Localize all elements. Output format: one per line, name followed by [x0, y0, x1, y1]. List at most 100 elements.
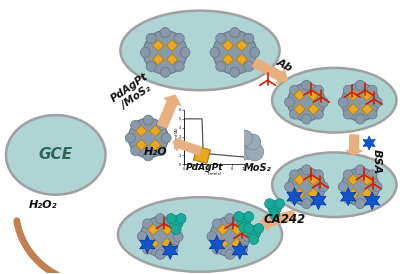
- Bar: [166, 54, 178, 65]
- Polygon shape: [340, 188, 356, 206]
- FancyArrow shape: [260, 210, 296, 230]
- Circle shape: [270, 210, 280, 219]
- Circle shape: [338, 97, 348, 107]
- Circle shape: [146, 33, 156, 43]
- Circle shape: [143, 115, 153, 125]
- Circle shape: [247, 226, 261, 239]
- Circle shape: [168, 219, 178, 229]
- Circle shape: [233, 136, 257, 160]
- Circle shape: [367, 109, 377, 119]
- Circle shape: [268, 201, 282, 215]
- Circle shape: [234, 212, 244, 222]
- Circle shape: [212, 219, 222, 229]
- Bar: [362, 104, 373, 115]
- Circle shape: [156, 146, 166, 156]
- FancyArrow shape: [252, 58, 288, 83]
- Bar: [348, 90, 359, 101]
- Bar: [294, 174, 305, 185]
- Bar: [222, 54, 234, 65]
- Circle shape: [372, 182, 382, 192]
- Circle shape: [275, 199, 284, 209]
- Bar: [236, 40, 248, 51]
- Bar: [194, 146, 210, 163]
- Bar: [148, 224, 159, 235]
- Circle shape: [131, 120, 140, 130]
- Circle shape: [314, 109, 323, 119]
- Circle shape: [244, 212, 254, 222]
- Text: Ab: Ab: [275, 57, 294, 74]
- Circle shape: [137, 232, 147, 241]
- Bar: [362, 90, 373, 101]
- Circle shape: [355, 80, 365, 90]
- Circle shape: [171, 225, 181, 235]
- FancyArrow shape: [346, 135, 362, 155]
- Circle shape: [355, 114, 365, 124]
- Circle shape: [246, 143, 264, 161]
- Polygon shape: [364, 192, 380, 210]
- Circle shape: [302, 114, 312, 124]
- Bar: [166, 40, 178, 51]
- Circle shape: [355, 199, 365, 209]
- Circle shape: [314, 194, 323, 204]
- Bar: [362, 188, 373, 199]
- Bar: [222, 40, 234, 51]
- Circle shape: [230, 28, 240, 38]
- Circle shape: [288, 168, 325, 206]
- Circle shape: [302, 80, 312, 90]
- Text: H₂O: H₂O: [144, 147, 167, 157]
- Circle shape: [143, 30, 187, 74]
- Bar: [136, 139, 147, 151]
- Circle shape: [174, 33, 184, 43]
- Circle shape: [216, 33, 226, 43]
- Circle shape: [160, 28, 170, 38]
- Circle shape: [245, 134, 261, 150]
- Circle shape: [343, 194, 353, 204]
- Bar: [294, 104, 305, 115]
- Circle shape: [290, 194, 300, 204]
- Circle shape: [244, 224, 254, 233]
- Text: H₂O₂: H₂O₂: [28, 200, 57, 210]
- Polygon shape: [287, 188, 302, 206]
- Circle shape: [160, 67, 170, 77]
- Bar: [308, 104, 319, 115]
- Circle shape: [341, 168, 379, 206]
- Circle shape: [207, 232, 217, 241]
- Circle shape: [314, 85, 323, 95]
- Bar: [348, 104, 359, 115]
- Circle shape: [210, 216, 250, 256]
- Circle shape: [140, 216, 180, 256]
- Ellipse shape: [272, 152, 396, 217]
- Circle shape: [216, 62, 226, 72]
- Circle shape: [125, 133, 135, 143]
- Circle shape: [238, 244, 248, 254]
- Polygon shape: [363, 136, 375, 150]
- Ellipse shape: [272, 68, 396, 133]
- Ellipse shape: [120, 11, 280, 90]
- Polygon shape: [140, 235, 155, 253]
- Bar: [294, 90, 305, 101]
- Circle shape: [229, 134, 245, 150]
- Ellipse shape: [6, 115, 106, 195]
- Polygon shape: [162, 241, 178, 259]
- Bar: [217, 224, 228, 235]
- Circle shape: [284, 182, 294, 192]
- Circle shape: [213, 30, 257, 74]
- FancyArrow shape: [158, 95, 180, 128]
- Circle shape: [169, 216, 183, 230]
- Bar: [348, 188, 359, 199]
- Circle shape: [341, 83, 379, 121]
- Circle shape: [290, 109, 300, 119]
- Circle shape: [174, 62, 184, 72]
- Circle shape: [146, 62, 156, 72]
- Circle shape: [290, 85, 300, 95]
- Bar: [152, 40, 164, 51]
- Circle shape: [142, 219, 152, 229]
- Bar: [308, 90, 319, 101]
- Circle shape: [161, 133, 171, 143]
- Circle shape: [367, 194, 377, 204]
- Circle shape: [212, 244, 222, 254]
- Circle shape: [338, 182, 348, 192]
- Circle shape: [243, 232, 253, 241]
- Bar: [162, 238, 173, 249]
- Circle shape: [250, 47, 260, 58]
